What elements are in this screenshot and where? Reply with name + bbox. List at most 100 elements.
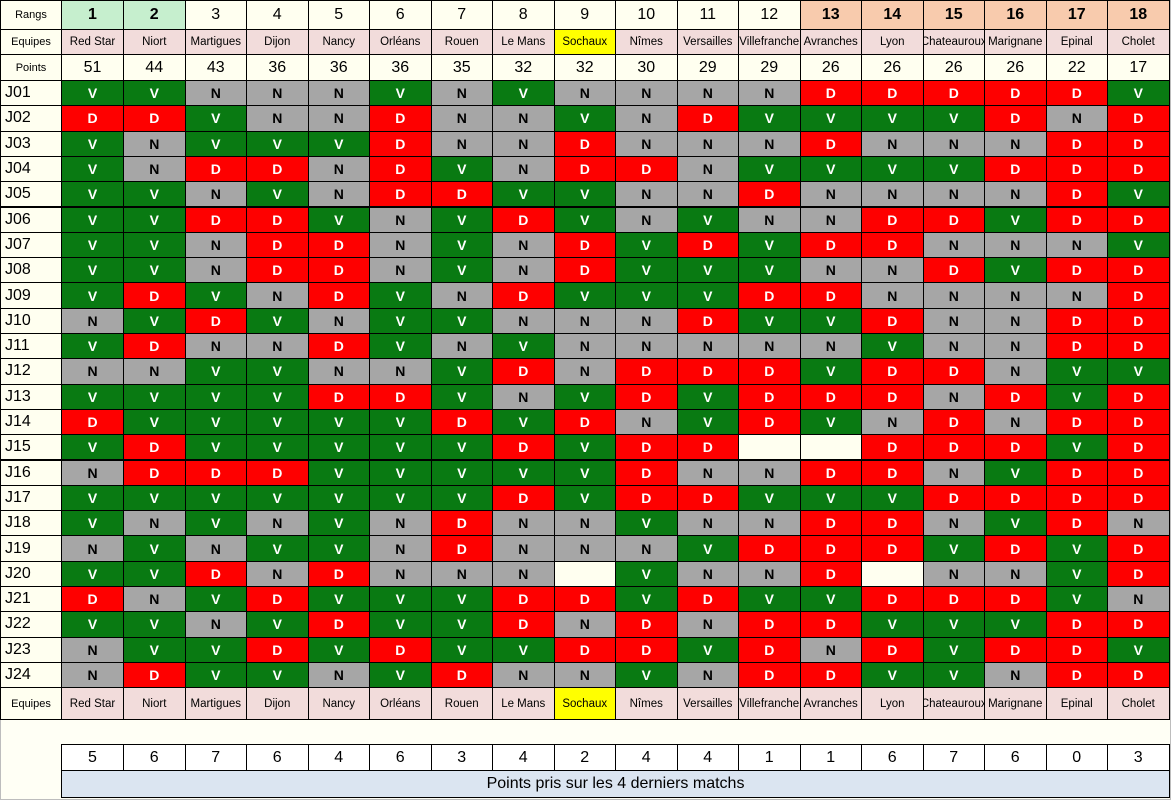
result-cell: N [1107, 510, 1170, 537]
result-cell: N [553, 661, 616, 689]
result-cell: N [184, 611, 247, 638]
result-cell: V [61, 383, 124, 410]
result-cell: D [861, 459, 924, 486]
result-cell: D [61, 408, 124, 436]
result-cell: V [799, 307, 862, 334]
team-name: Chateauroux [922, 29, 985, 55]
result-cell: V [615, 257, 678, 284]
result-cell: V [1045, 358, 1108, 385]
result-cell: V [430, 484, 493, 512]
result-cell: N [922, 510, 985, 537]
result-cell: V [123, 484, 186, 512]
result-cell: V [184, 661, 247, 689]
result-cell: N [184, 181, 247, 208]
result-cell: D [307, 383, 370, 410]
result-cell: D [369, 383, 432, 410]
result-cell: N [61, 459, 124, 486]
result-cell: D [922, 434, 985, 461]
result-cell: N [553, 611, 616, 638]
team-name: Orléans [369, 29, 432, 55]
result-cell: V [123, 383, 186, 410]
result-cell: N [984, 358, 1047, 385]
last4-points-cell: 6 [984, 744, 1047, 771]
result-cell: N [492, 383, 555, 410]
matchday-label: J22 [0, 611, 62, 638]
rank-cell: 3 [184, 0, 247, 30]
matchday-label: J07 [0, 231, 62, 259]
last4-points-cell: 4 [615, 744, 678, 771]
rank-cell: 18 [1107, 0, 1170, 30]
result-cell: N [492, 105, 555, 132]
result-cell: V [492, 636, 555, 663]
matchday-label: J21 [0, 586, 62, 613]
result-cell: V [615, 560, 678, 587]
result-cell: N [738, 560, 801, 587]
result-cell: N [430, 333, 493, 360]
result-cell: D [1107, 257, 1170, 284]
team-name-footer: Epinal [1045, 687, 1108, 721]
result-cell: V [123, 80, 186, 107]
result-cell: V [1107, 181, 1170, 208]
matchday-label: J23 [0, 636, 62, 663]
result-cell: D [984, 155, 1047, 183]
result-cell: D [1107, 282, 1170, 309]
team-name: Versailles [676, 29, 739, 55]
result-cell: D [861, 80, 924, 107]
teams-header-label: Equipes [0, 29, 62, 55]
result-cell: N [738, 333, 801, 360]
result-cell: D [615, 383, 678, 410]
result-cell: N [922, 560, 985, 587]
result-cell: V [123, 307, 186, 334]
result-cell: V [676, 282, 739, 309]
result-cell: N [369, 231, 432, 259]
rank-cell: 8 [492, 0, 555, 30]
result-cell: N [984, 333, 1047, 360]
result-cell: V [307, 206, 370, 233]
result-cell: N [615, 181, 678, 208]
result-cell: D [430, 408, 493, 436]
result-cell: D [1107, 307, 1170, 334]
result-cell: D [430, 181, 493, 208]
result-cell: D [922, 586, 985, 613]
result-cell: V [861, 661, 924, 689]
result-cell: N [1045, 105, 1108, 132]
points-cell: 17 [1107, 54, 1170, 81]
result-cell: N [492, 510, 555, 537]
rank-cell: 1 [61, 0, 124, 30]
result-cell: D [984, 586, 1047, 613]
result-cell: V [984, 257, 1047, 284]
result-cell: V [615, 661, 678, 689]
result-cell: N [492, 155, 555, 183]
result-cell: V [369, 586, 432, 613]
result-cell: N [861, 181, 924, 208]
result-cell: D [1107, 408, 1170, 436]
result-cell: D [615, 459, 678, 486]
result-cell: N [492, 231, 555, 259]
result-cell: D [492, 206, 555, 233]
rank-cell: 7 [430, 0, 493, 30]
rank-cell: 5 [307, 0, 370, 30]
result-cell: N [430, 105, 493, 132]
result-cell: D [1045, 510, 1108, 537]
result-cell: N [984, 282, 1047, 309]
result-cell: V [492, 459, 555, 486]
matchday-label: J04 [0, 155, 62, 183]
result-cell: D [738, 181, 801, 208]
result-cell: N [615, 105, 678, 132]
result-cell: N [246, 510, 309, 537]
result-cell: N [984, 130, 1047, 157]
team-name: Avranches [799, 29, 862, 55]
matchday-label: J03 [0, 130, 62, 157]
result-cell: N [307, 105, 370, 132]
rank-cell: 13 [799, 0, 862, 30]
result-cell: V [553, 459, 616, 486]
result-cell: D [1045, 257, 1108, 284]
result-cell: V [307, 130, 370, 157]
result-cell: N [984, 661, 1047, 689]
result-cell: D [1045, 484, 1108, 512]
team-name: Nîmes [615, 29, 678, 55]
result-cell: D [799, 231, 862, 259]
result-cell: D [307, 560, 370, 587]
result-cell: D [430, 535, 493, 562]
result-cell: V [1045, 434, 1108, 461]
